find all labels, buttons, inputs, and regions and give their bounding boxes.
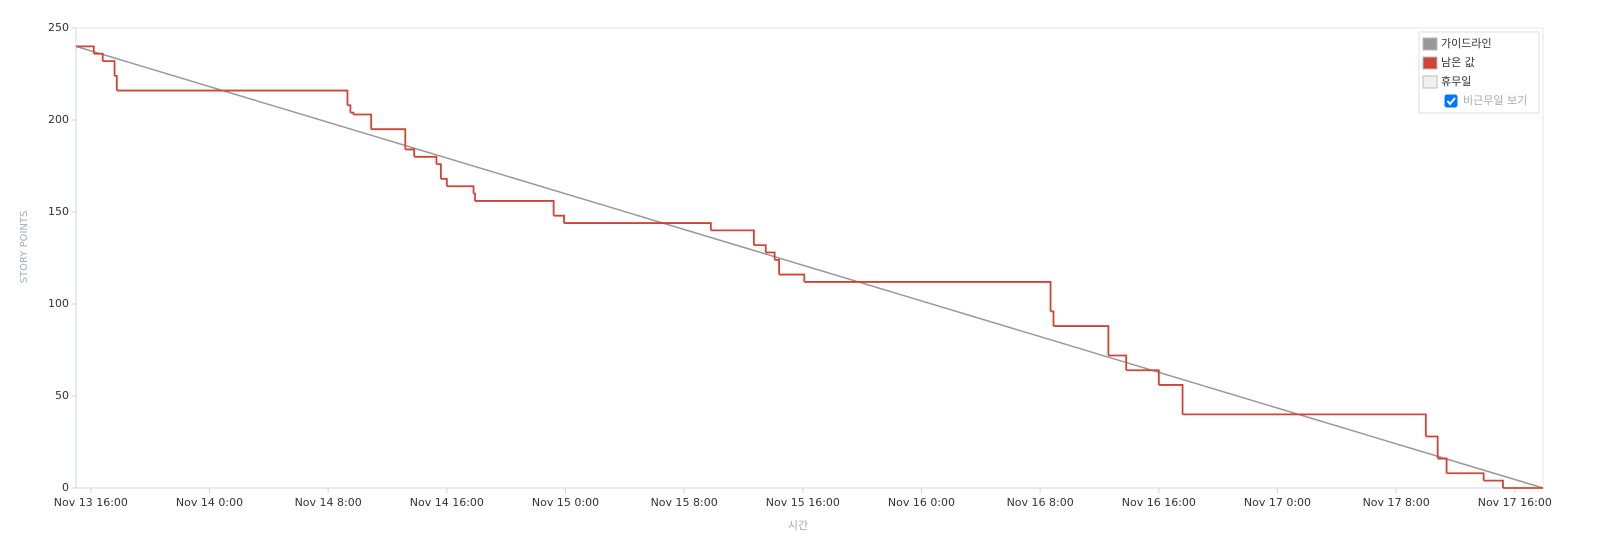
x-tick-label: Nov 13 16:00 bbox=[54, 496, 128, 509]
step-segment bbox=[102, 60, 116, 76]
step-segment bbox=[446, 185, 475, 194]
step-segment bbox=[1446, 472, 1485, 481]
y-tick-label: 50 bbox=[55, 389, 69, 402]
step-segment bbox=[1182, 413, 1427, 437]
legend-label: 남은 값 bbox=[1441, 56, 1475, 69]
legend-swatch bbox=[1422, 56, 1438, 70]
x-tick-label: Nov 16 8:00 bbox=[1007, 496, 1074, 509]
step-segment bbox=[114, 74, 118, 91]
x-tick-label: Nov 14 8:00 bbox=[295, 496, 362, 509]
step-segment bbox=[710, 229, 755, 246]
x-tick-label: Nov 17 0:00 bbox=[1244, 496, 1311, 509]
x-tick-label: Nov 17 8:00 bbox=[1363, 496, 1430, 509]
step-segment bbox=[779, 273, 806, 282]
step-segment bbox=[353, 113, 373, 130]
step-segment bbox=[553, 214, 565, 224]
y-tick-label: 0 bbox=[62, 481, 69, 494]
step-segment bbox=[473, 192, 476, 201]
step-segment bbox=[436, 163, 442, 179]
x-tick-label: Nov 16 0:00 bbox=[888, 496, 955, 509]
step-segment bbox=[1053, 325, 1110, 356]
step-segment bbox=[1108, 354, 1128, 371]
step-segment bbox=[1050, 310, 1055, 327]
x-tick-label: Nov 15 16:00 bbox=[766, 496, 840, 509]
checkbox-label: 비근무일 보기 bbox=[1463, 93, 1527, 107]
step-segment bbox=[1126, 369, 1160, 385]
step-segment bbox=[76, 45, 95, 54]
legend-swatch bbox=[1422, 75, 1438, 89]
legend-label: 휴무일 bbox=[1441, 74, 1471, 88]
step-segment bbox=[765, 251, 776, 260]
guideline bbox=[75, 45, 1544, 489]
step-segment bbox=[414, 155, 438, 165]
checkbox[interactable] bbox=[1444, 94, 1458, 108]
step-segment bbox=[371, 128, 407, 150]
step-segment bbox=[347, 104, 352, 113]
x-tick-label: Nov 15 0:00 bbox=[532, 496, 599, 509]
x-tick-label: Nov 14 0:00 bbox=[176, 496, 243, 509]
x-tick-label: Nov 15 8:00 bbox=[651, 496, 718, 509]
step-segment bbox=[753, 244, 767, 253]
step-segment bbox=[1158, 384, 1184, 415]
step-segment bbox=[93, 52, 104, 62]
step-segment bbox=[1437, 457, 1448, 474]
legend-swatch bbox=[1422, 37, 1438, 51]
y-tick-label: 150 bbox=[48, 205, 69, 218]
x-tick-label: Nov 17 16:00 bbox=[1478, 496, 1552, 509]
step-segment bbox=[350, 111, 355, 115]
y-axis-label: STORY POINTS bbox=[19, 211, 30, 284]
y-tick-label: 250 bbox=[48, 21, 69, 34]
step-segment bbox=[1425, 435, 1439, 459]
step-segment bbox=[564, 222, 712, 231]
x-axis-label: 시간 bbox=[788, 519, 808, 532]
y-tick-label: 200 bbox=[48, 113, 69, 126]
step-segment bbox=[475, 200, 555, 216]
checkmark bbox=[1446, 97, 1456, 106]
step-segment bbox=[116, 89, 349, 106]
x-tick-label: Nov 14 16:00 bbox=[410, 496, 484, 509]
legend-box bbox=[1418, 31, 1540, 114]
step-segment bbox=[774, 258, 780, 275]
step-segment bbox=[405, 148, 416, 157]
legend-label: 가이드라인 bbox=[1441, 37, 1492, 50]
y-tick-label: 100 bbox=[48, 297, 69, 310]
plot-frame bbox=[75, 27, 1544, 489]
step-segment bbox=[804, 281, 1052, 312]
step-segment bbox=[440, 177, 448, 187]
x-tick-label: Nov 16 16:00 bbox=[1122, 496, 1196, 509]
step-segment bbox=[1483, 479, 1504, 488]
